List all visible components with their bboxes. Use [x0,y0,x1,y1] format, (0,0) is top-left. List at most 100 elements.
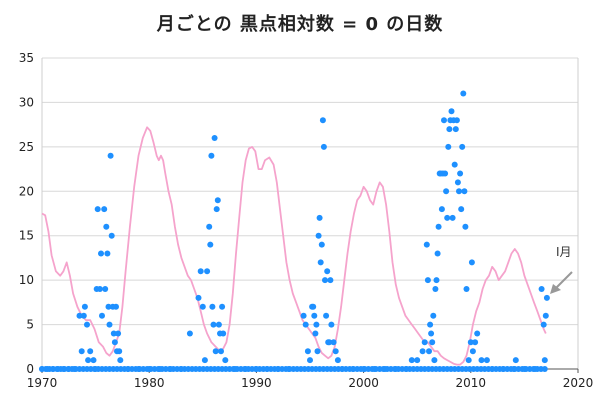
data-point [538,286,545,292]
data-point [463,286,470,292]
y-tick-label: 5 [26,318,34,332]
x-tick-label: 2020 [563,376,594,390]
data-point [541,366,548,372]
data-point [408,357,415,364]
data-point [460,90,467,97]
y-tick-label: 0 [26,362,34,376]
data-point [435,223,442,230]
data-point [446,126,453,133]
data-point [512,357,519,364]
data-point [313,321,320,328]
data-point [424,277,431,284]
data-point [444,214,451,221]
data-point [317,259,324,266]
data-point [310,303,317,310]
data-point [316,214,323,221]
data-point [472,339,479,346]
annotation-arrow-head [550,284,561,294]
data-point [94,206,101,213]
data-point [433,277,440,284]
x-tick-label: 2010 [456,376,487,390]
data-point [206,223,213,230]
data-point [84,321,90,328]
data-point [452,126,459,133]
data-point [443,188,450,195]
data-point [105,303,112,310]
data-point [76,312,83,319]
data-point [103,223,110,230]
data-point [541,357,548,364]
annotation-label: I月 [556,245,572,259]
data-point [426,348,432,355]
data-point [195,294,202,301]
data-point [222,357,229,364]
data-point [326,339,333,346]
axes [41,58,579,373]
data-point [462,223,469,230]
data-point [456,188,462,195]
data-point [116,348,123,355]
data-point [445,143,452,150]
smoothed-line [41,126,547,366]
data-point [113,303,119,310]
data-point [327,277,334,284]
data-point [197,268,204,275]
data-point [318,241,325,248]
data-point [207,241,214,248]
data-point [209,303,216,310]
data-point [204,268,211,275]
data-point [469,348,476,355]
data-point [302,321,309,328]
data-point [212,348,219,355]
data-point [320,143,327,150]
data-point [468,259,475,266]
y-tick-label: 30 [19,95,34,109]
data-point [461,188,468,195]
data-point [430,312,437,319]
data-point [210,321,217,328]
data-point [87,348,94,355]
data-point [453,117,460,124]
data-point [323,312,330,319]
data-point [421,339,428,346]
data-point [85,357,92,364]
x-tick-label: 2000 [348,376,379,390]
x-tick-label: 1970 [27,376,58,390]
data-point [465,357,472,364]
data-point [78,348,85,355]
data-point [458,206,465,213]
data-point [107,152,114,159]
data-point [208,152,215,159]
y-tick-label: 35 [19,51,34,65]
data-point [467,339,474,346]
data-point [434,250,441,257]
data-point [449,214,456,221]
data-point [483,357,490,364]
data-point [199,303,206,310]
data-point [431,357,438,364]
data-point [96,286,103,292]
data-point [117,357,124,364]
data-point [324,268,331,275]
data-point [332,348,339,355]
data-point [81,303,88,310]
data-point [312,330,319,337]
x-tick-label: 1980 [134,376,165,390]
data-point [98,250,104,257]
data-point [186,330,193,337]
data-point [419,348,426,355]
data-point [80,312,87,319]
data-point [441,117,447,124]
data-point [330,339,337,346]
grid [42,57,578,326]
x-tick-label: 1990 [241,376,272,390]
data-point [304,348,311,355]
data-point [451,161,458,168]
data-point [423,241,430,248]
data-point [428,330,435,337]
data-point [215,321,222,328]
data-point [432,286,439,292]
data-point [459,143,466,150]
annotation: I月 [550,245,573,294]
